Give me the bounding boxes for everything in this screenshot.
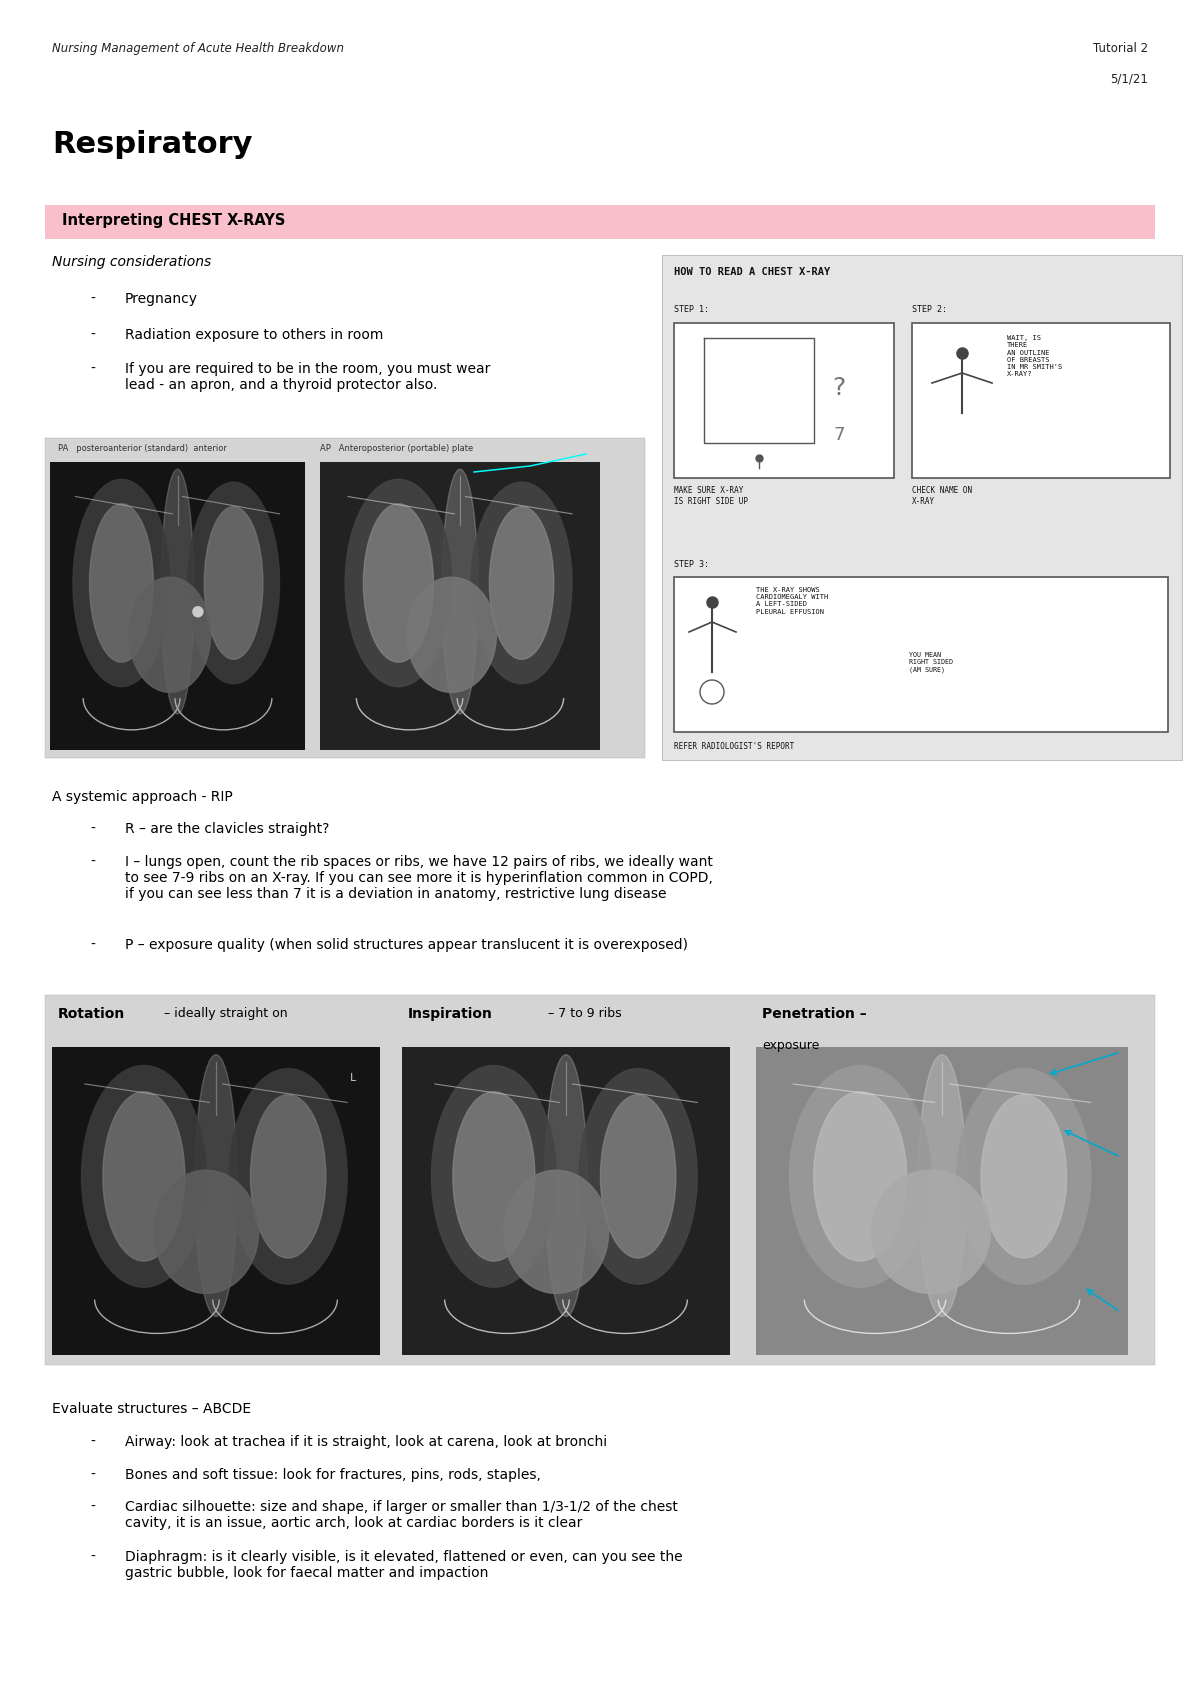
- Text: Cardiac silhouette: size and shape, if larger or smaller than 1/3-1/2 of the che: Cardiac silhouette: size and shape, if l…: [125, 1499, 678, 1530]
- Ellipse shape: [432, 1065, 556, 1287]
- Ellipse shape: [472, 482, 572, 684]
- Text: -: -: [90, 1435, 95, 1448]
- Ellipse shape: [600, 1095, 676, 1258]
- Text: Nursing considerations: Nursing considerations: [52, 255, 211, 268]
- Ellipse shape: [407, 577, 497, 693]
- Text: -: -: [90, 1550, 95, 1564]
- Ellipse shape: [790, 1065, 931, 1287]
- Bar: [756, 1048, 1128, 1355]
- Circle shape: [193, 606, 203, 616]
- Bar: [674, 323, 894, 479]
- Bar: [320, 462, 600, 751]
- Text: R – are the clavicles straight?: R – are the clavicles straight?: [125, 822, 329, 835]
- Text: If you are required to be in the room, you must wear
lead - an apron, and a thyr: If you are required to be in the room, y…: [125, 362, 491, 392]
- Text: P – exposure quality (when solid structures appear translucent it is overexposed: P – exposure quality (when solid structu…: [125, 937, 688, 953]
- Ellipse shape: [103, 1092, 185, 1262]
- Text: Pregnancy: Pregnancy: [125, 292, 198, 306]
- Ellipse shape: [187, 482, 280, 684]
- Text: 5/1/21: 5/1/21: [1110, 71, 1148, 85]
- Text: STEP 2:: STEP 2:: [912, 306, 947, 314]
- Bar: [912, 323, 1170, 479]
- Text: MAKE SURE X-RAY
IS RIGHT SIDE UP: MAKE SURE X-RAY IS RIGHT SIDE UP: [674, 486, 748, 506]
- Ellipse shape: [545, 1054, 587, 1316]
- Bar: [46, 438, 646, 757]
- Ellipse shape: [918, 1054, 966, 1316]
- Bar: [50, 462, 305, 751]
- Ellipse shape: [982, 1095, 1067, 1258]
- Ellipse shape: [90, 504, 154, 662]
- Text: Rotation: Rotation: [58, 1007, 125, 1020]
- Text: -: -: [90, 1469, 95, 1482]
- Ellipse shape: [442, 469, 478, 713]
- Text: -: -: [90, 937, 95, 953]
- Text: 7: 7: [833, 426, 845, 443]
- Text: Tutorial 2: Tutorial 2: [1093, 42, 1148, 54]
- Text: HOW TO READ A CHEST X-RAY: HOW TO READ A CHEST X-RAY: [674, 267, 830, 277]
- Ellipse shape: [73, 479, 170, 686]
- Text: Nursing Management of Acute Health Breakdown: Nursing Management of Acute Health Break…: [52, 42, 344, 54]
- Ellipse shape: [956, 1068, 1091, 1284]
- Text: Interpreting CHEST X-RAYS: Interpreting CHEST X-RAYS: [62, 212, 286, 228]
- Bar: [402, 1048, 730, 1355]
- Text: Diaphragm: is it clearly visible, is it elevated, flattened or even, can you see: Diaphragm: is it clearly visible, is it …: [125, 1550, 683, 1581]
- Ellipse shape: [490, 506, 553, 659]
- Bar: [320, 462, 600, 751]
- Bar: [662, 255, 1182, 761]
- Bar: [46, 995, 1154, 1365]
- Text: A systemic approach - RIP: A systemic approach - RIP: [52, 790, 233, 803]
- Bar: [756, 1048, 1128, 1355]
- Bar: [52, 1048, 380, 1355]
- Bar: [46, 205, 1154, 239]
- Ellipse shape: [204, 506, 263, 659]
- Text: ?: ?: [833, 375, 846, 401]
- Ellipse shape: [161, 469, 194, 713]
- Text: -: -: [90, 292, 95, 306]
- Text: Respiratory: Respiratory: [52, 131, 252, 160]
- Text: STEP 3:: STEP 3:: [674, 560, 709, 569]
- Text: exposure: exposure: [762, 1039, 820, 1053]
- Text: Bones and soft tissue: look for fractures, pins, rods, staples,: Bones and soft tissue: look for fracture…: [125, 1469, 541, 1482]
- Text: CHECK NAME ON
X-RAY: CHECK NAME ON X-RAY: [912, 486, 972, 506]
- Ellipse shape: [194, 1054, 238, 1316]
- Text: Airway: look at trachea if it is straight, look at carena, look at bronchi: Airway: look at trachea if it is straigh…: [125, 1435, 607, 1448]
- Text: -: -: [90, 362, 95, 375]
- Text: THE X-RAY SHOWS
CARDIOMEGALY WITH
A LEFT-SIDED
PLEURAL EFFUSION: THE X-RAY SHOWS CARDIOMEGALY WITH A LEFT…: [756, 588, 828, 615]
- Text: -: -: [90, 856, 95, 869]
- Bar: [674, 577, 1168, 732]
- Text: Radiation exposure to others in room: Radiation exposure to others in room: [125, 328, 383, 341]
- Ellipse shape: [580, 1068, 697, 1284]
- Ellipse shape: [82, 1065, 206, 1287]
- Bar: [50, 462, 305, 751]
- Text: -: -: [90, 328, 95, 341]
- Ellipse shape: [229, 1068, 347, 1284]
- Ellipse shape: [364, 504, 433, 662]
- Text: REFER RADIOLOGIST'S REPORT: REFER RADIOLOGIST'S REPORT: [674, 742, 794, 751]
- Ellipse shape: [504, 1170, 608, 1294]
- Text: L: L: [350, 1073, 356, 1083]
- Text: STEP 1:: STEP 1:: [674, 306, 709, 314]
- Ellipse shape: [130, 577, 211, 693]
- Ellipse shape: [251, 1095, 326, 1258]
- Bar: [52, 1048, 380, 1355]
- Text: Penetration –: Penetration –: [762, 1007, 866, 1020]
- Text: – ideally straight on: – ideally straight on: [160, 1007, 288, 1020]
- Text: Evaluate structures – ABCDE: Evaluate structures – ABCDE: [52, 1403, 251, 1416]
- Ellipse shape: [346, 479, 451, 686]
- Text: I – lungs open, count the rib spaces or ribs, we have 12 pairs of ribs, we ideal: I – lungs open, count the rib spaces or …: [125, 856, 713, 902]
- Bar: [402, 1048, 730, 1355]
- Text: YOU MEAN
RIGHT SIDED
(AM SURE): YOU MEAN RIGHT SIDED (AM SURE): [910, 652, 953, 672]
- Text: Inspiration: Inspiration: [408, 1007, 493, 1020]
- Ellipse shape: [154, 1170, 259, 1294]
- Text: -: -: [90, 1499, 95, 1515]
- Ellipse shape: [871, 1170, 990, 1294]
- Ellipse shape: [814, 1092, 907, 1262]
- Text: AP   Anteroposterior (portable) plate: AP Anteroposterior (portable) plate: [320, 443, 473, 453]
- Ellipse shape: [452, 1092, 535, 1262]
- Text: WAIT, IS
THERE
AN OUTLINE
OF BREASTS
IN MR SMITH'S
X-RAY?: WAIT, IS THERE AN OUTLINE OF BREASTS IN …: [1007, 335, 1062, 377]
- Text: – 7 to 9 ribs: – 7 to 9 ribs: [545, 1007, 622, 1020]
- Text: PA   posteroanterior (standard)  anterior: PA posteroanterior (standard) anterior: [58, 443, 227, 453]
- Text: -: -: [90, 822, 95, 835]
